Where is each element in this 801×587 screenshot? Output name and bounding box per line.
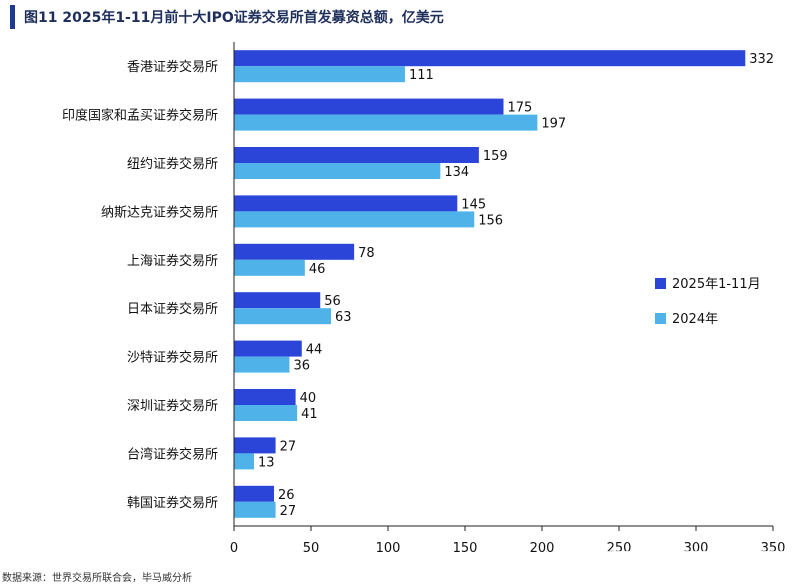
bar-2025: [234, 485, 275, 502]
data-label-2025: 159: [483, 149, 508, 164]
category-label: 纳斯达克证券交易所: [101, 204, 218, 220]
data-label-2025: 44: [306, 343, 323, 358]
data-label-2024: 46: [309, 262, 326, 277]
bar-2025: [234, 147, 479, 163]
data-label-2024: 134: [444, 165, 469, 180]
data-label-2024: 111: [409, 68, 434, 83]
category-label: 上海证券交易所: [127, 253, 218, 269]
bar-2024: [234, 66, 405, 83]
x-tick-label: 200: [530, 541, 555, 556]
data-label-2025: 145: [461, 197, 486, 212]
data-label-2024: 36: [293, 359, 310, 374]
category-label: 韩国证券交易所: [127, 495, 218, 511]
data-label-2025: 78: [358, 246, 375, 261]
data-label-2025: 27: [280, 439, 297, 454]
data-label-2025: 26: [278, 488, 295, 503]
bar-2024: [234, 453, 255, 470]
bar-2025: [234, 98, 504, 115]
legend-label-2024: 2024年: [672, 312, 718, 327]
category-label: 纽约证券交易所: [127, 156, 218, 172]
bar-2025: [234, 243, 355, 260]
x-tick-label: 0: [230, 541, 238, 556]
bar-2025: [234, 195, 458, 212]
bar-2024: [234, 501, 276, 518]
title-accent-bar: [10, 5, 15, 29]
chart-title: 图11 2025年1-11月前十大IPO证券交易所首发募资总额，亿美元: [24, 10, 444, 26]
category-label: 沙特证券交易所: [127, 350, 218, 366]
category-label: 深圳证券交易所: [127, 398, 218, 414]
data-label-2024: 156: [478, 213, 503, 228]
category-label: 印度国家和孟买证券交易所: [62, 108, 218, 124]
data-label-2024: 41: [301, 407, 318, 422]
title-bar: 图11 2025年1-11月前十大IPO证券交易所首发募资总额，亿美元: [0, 0, 801, 34]
data-label-2025: 332: [749, 52, 774, 67]
data-label-2025: 175: [508, 101, 533, 116]
x-tick-label: 50: [303, 541, 320, 556]
bar-2024: [234, 308, 332, 325]
bar-2025: [234, 389, 296, 405]
bar-2025: [234, 292, 321, 309]
legend-label-2025: 2025年1-11月: [672, 277, 761, 292]
x-tick-label: 100: [376, 541, 401, 556]
x-tick-label: 150: [453, 541, 478, 556]
bar-2025: [234, 50, 746, 67]
data-label-2024: 197: [541, 117, 566, 132]
bar-2024: [234, 163, 441, 179]
legend-swatch-2025: [655, 278, 666, 289]
watermark-overlay: [604, 551, 790, 575]
legend-swatch-2024: [655, 313, 666, 324]
category-label: 台湾证券交易所: [127, 446, 218, 462]
source-note: 数据来源：世界交易所联合会，毕马威分析: [2, 573, 192, 584]
bar-2024: [234, 114, 538, 131]
bar-2024: [234, 211, 475, 228]
data-label-2024: 13: [258, 455, 275, 470]
data-label-2024: 63: [335, 310, 352, 325]
bar-2024: [234, 356, 290, 373]
data-label-2025: 56: [324, 294, 341, 309]
data-label-2025: 40: [300, 391, 317, 406]
category-label: 日本证券交易所: [127, 301, 218, 317]
data-label-2024: 27: [280, 504, 297, 519]
bar-2024: [234, 405, 298, 421]
bar-2025: [234, 340, 302, 357]
bar-2024: [234, 259, 305, 276]
category-label: 香港证券交易所: [127, 59, 218, 75]
bar-2025: [234, 437, 276, 454]
